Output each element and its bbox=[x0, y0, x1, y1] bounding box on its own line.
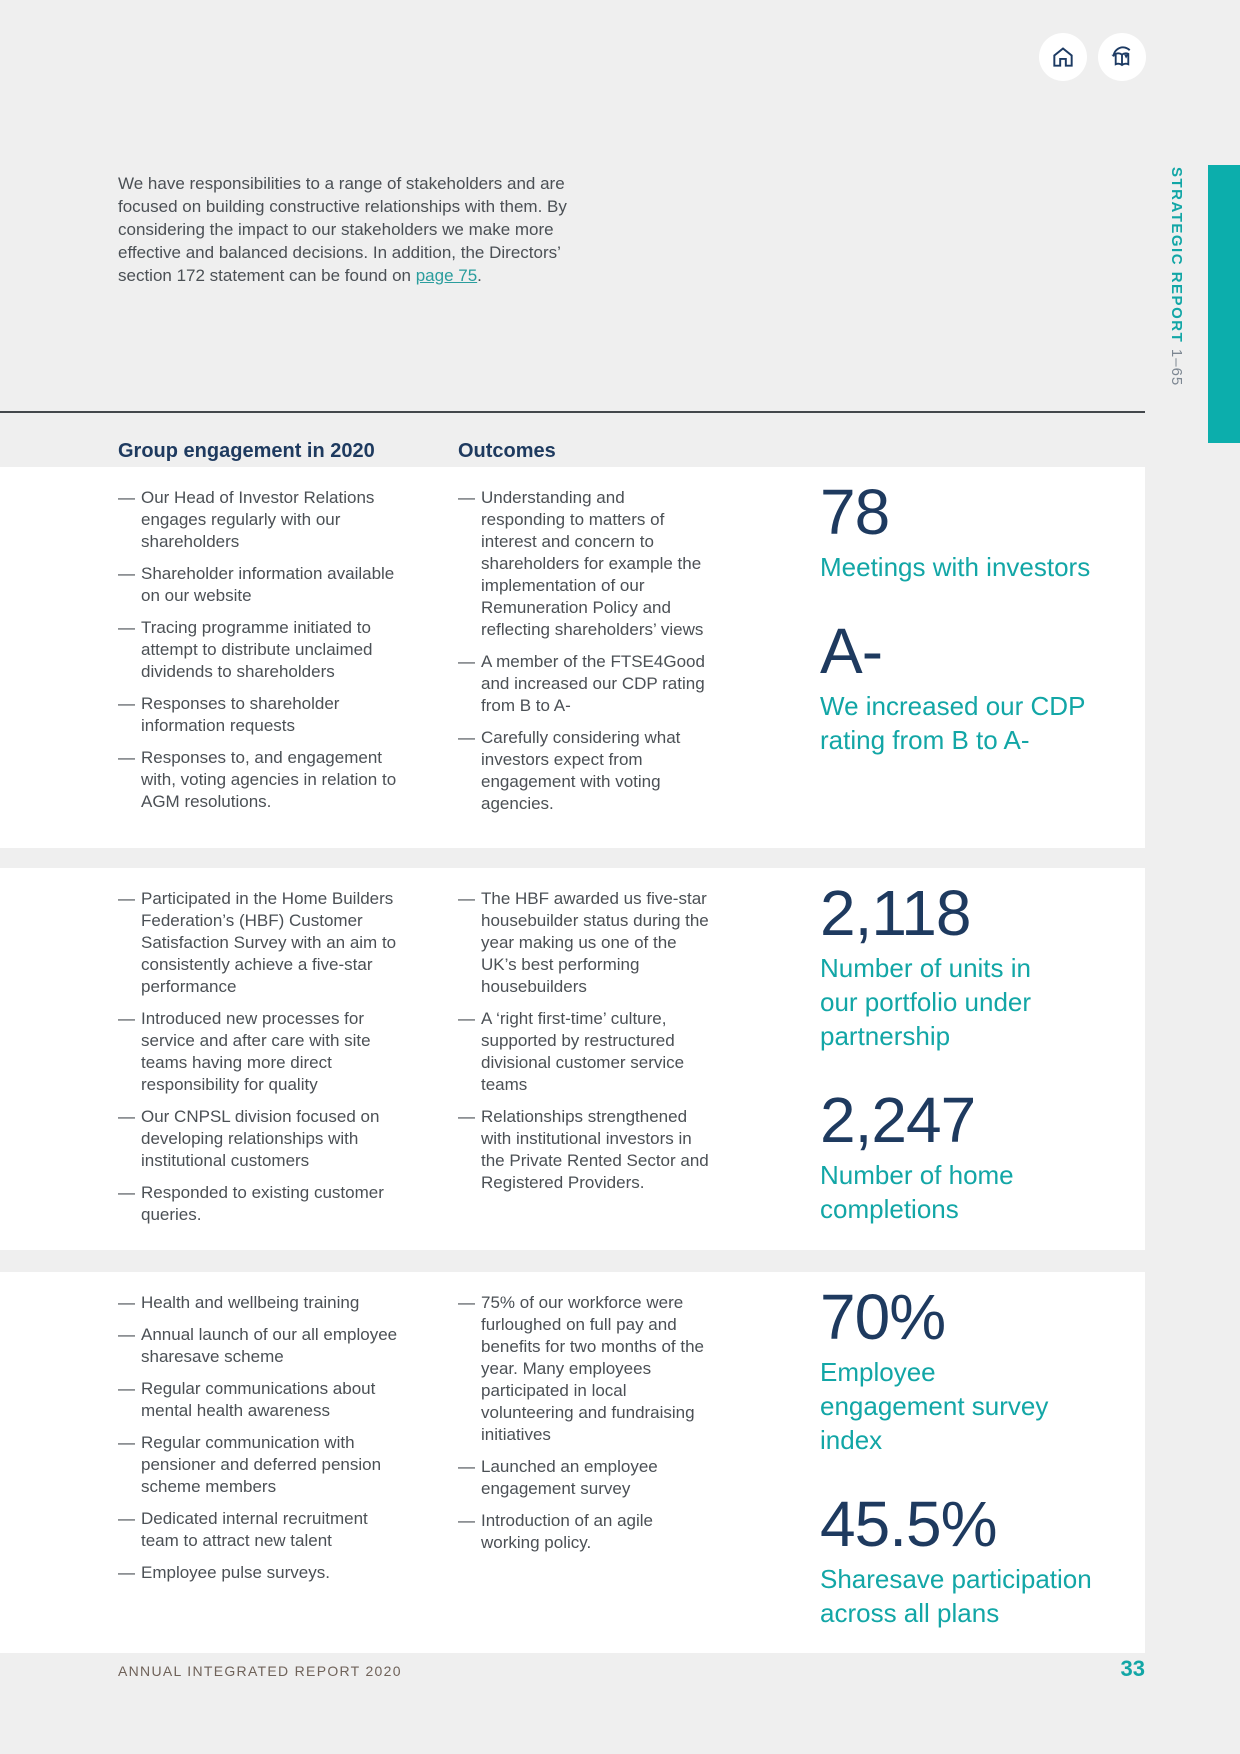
book-return-icon[interactable] bbox=[1108, 43, 1136, 71]
outcomes-list: The HBF awarded us five-star housebuilde… bbox=[458, 888, 710, 1194]
section-name: STRATEGIC REPORT bbox=[1168, 167, 1185, 344]
list-item: Participated in the Home Builders Federa… bbox=[118, 888, 408, 998]
stats-column: 2,118 Number of units in our portfolio u… bbox=[820, 877, 1145, 1260]
list-item: Tracing programme initiated to attempt t… bbox=[118, 617, 408, 683]
list-item: Responses to, and engagement with, votin… bbox=[118, 747, 408, 813]
engagement-column: Health and wellbeing training Annual lau… bbox=[118, 1292, 408, 1594]
list-item: Understanding and responding to matters … bbox=[458, 487, 710, 641]
column-header-outcomes: Outcomes bbox=[458, 439, 556, 462]
header-rule bbox=[0, 411, 1145, 413]
stats-column: 70% Employee engagement survey index 45.… bbox=[820, 1281, 1145, 1664]
list-item: Our CNPSL division focused on developing… bbox=[118, 1106, 408, 1172]
section-tab-bar bbox=[1208, 165, 1240, 443]
top-nav-icons bbox=[1039, 33, 1146, 81]
section-tab-label: STRATEGIC REPORT 1–65 bbox=[1168, 167, 1185, 457]
engagement-list: Health and wellbeing training Annual lau… bbox=[118, 1292, 408, 1584]
stat-meetings: 78 Meetings with investors bbox=[820, 476, 1145, 584]
list-item: A ‘right first-time’ culture, supported … bbox=[458, 1008, 710, 1096]
list-item: Health and wellbeing training bbox=[118, 1292, 408, 1314]
engagement-column: Our Head of Investor Relations engages r… bbox=[118, 487, 408, 823]
list-item: Responded to existing customer queries. bbox=[118, 1182, 408, 1226]
list-item: Employee pulse surveys. bbox=[118, 1562, 408, 1584]
list-item: Introduced new processes for service and… bbox=[118, 1008, 408, 1096]
outcomes-column: Understanding and responding to matters … bbox=[458, 487, 710, 825]
intro-paragraph: We have responsibilities to a range of s… bbox=[118, 172, 592, 287]
list-item: Regular communication with pensioner and… bbox=[118, 1432, 408, 1498]
list-item: The HBF awarded us five-star housebuilde… bbox=[458, 888, 710, 998]
list-item: Responses to shareholder information req… bbox=[118, 693, 408, 737]
home-button[interactable] bbox=[1039, 33, 1087, 81]
list-item: 75% of our workforce were furloughed on … bbox=[458, 1292, 710, 1446]
book-return-button[interactable] bbox=[1098, 33, 1146, 81]
list-item: Carefully considering what investors exp… bbox=[458, 727, 710, 815]
page-75-link[interactable]: page 75 bbox=[415, 266, 478, 285]
list-item: Annual launch of our all employee shares… bbox=[118, 1324, 408, 1368]
list-item: Introduction of an agile working policy. bbox=[458, 1510, 710, 1554]
intro-text: We have responsibilities to a range of s… bbox=[118, 174, 567, 285]
list-item: Shareholder information available on our… bbox=[118, 563, 408, 607]
stat-value: 70% bbox=[820, 1281, 946, 1353]
stat-label: Number of units in our portfolio under p… bbox=[820, 953, 1032, 1052]
stat-units-partnership: 2,118 Number of units in our portfolio u… bbox=[820, 877, 1145, 1053]
stakeholder-section-shareholders: Our Head of Investor Relations engages r… bbox=[0, 467, 1145, 848]
list-item: Relationships strengthened with institut… bbox=[458, 1106, 710, 1194]
stat-sharesave: 45.5% Sharesave participation across all… bbox=[820, 1488, 1145, 1630]
stat-label: Number of home completions bbox=[820, 1160, 1014, 1225]
stat-value: 45.5% bbox=[820, 1488, 997, 1561]
stat-value: 2,118 bbox=[820, 877, 971, 949]
list-item: Our Head of Investor Relations engages r… bbox=[118, 487, 408, 553]
list-item: A member of the FTSE4Good and increased … bbox=[458, 651, 710, 717]
home-icon[interactable] bbox=[1050, 44, 1076, 70]
column-header-engagement: Group engagement in 2020 bbox=[118, 439, 375, 462]
stat-label: Meetings with investors bbox=[820, 552, 1091, 583]
intro-text-end: . bbox=[477, 266, 482, 285]
stat-value: 78 bbox=[820, 476, 890, 548]
stat-cdp-rating: A- We increased our CDP rating from B to… bbox=[820, 615, 1145, 757]
footer-page-number: 33 bbox=[1120, 1656, 1145, 1681]
engagement-column: Participated in the Home Builders Federa… bbox=[118, 888, 408, 1236]
stat-home-completions: 2,247 Number of home completions bbox=[820, 1084, 1145, 1226]
outcomes-column: 75% of our workforce were furloughed on … bbox=[458, 1292, 710, 1564]
stat-engagement-index: 70% Employee engagement survey index bbox=[820, 1281, 1145, 1457]
stat-label: Employee engagement survey index bbox=[820, 1357, 1049, 1456]
stakeholder-section-customers: Participated in the Home Builders Federa… bbox=[0, 868, 1145, 1250]
list-item: Dedicated internal recruitment team to a… bbox=[118, 1508, 408, 1552]
outcomes-column: The HBF awarded us five-star housebuilde… bbox=[458, 888, 710, 1204]
outcomes-list: 75% of our workforce were furloughed on … bbox=[458, 1292, 710, 1554]
footer-report-title: ANNUAL INTEGRATED REPORT 2020 bbox=[118, 1663, 402, 1679]
list-item: Launched an employee engagement survey bbox=[458, 1456, 710, 1500]
section-page-range: 1–65 bbox=[1168, 348, 1185, 387]
stakeholder-section-employees: Health and wellbeing training Annual lau… bbox=[0, 1272, 1145, 1653]
stat-value: 2,247 bbox=[820, 1084, 976, 1157]
outcomes-list: Understanding and responding to matters … bbox=[458, 487, 710, 815]
engagement-list: Our Head of Investor Relations engages r… bbox=[118, 487, 408, 813]
engagement-list: Participated in the Home Builders Federa… bbox=[118, 888, 408, 1226]
stats-column: 78 Meetings with investors A- We increas… bbox=[820, 476, 1145, 791]
list-item: Regular communications about mental heal… bbox=[118, 1378, 408, 1422]
stat-value: A- bbox=[820, 615, 883, 688]
stat-label: Sharesave participation across all plans bbox=[820, 1564, 1092, 1629]
stat-label: We increased our CDP rating from B to A- bbox=[820, 691, 1085, 756]
